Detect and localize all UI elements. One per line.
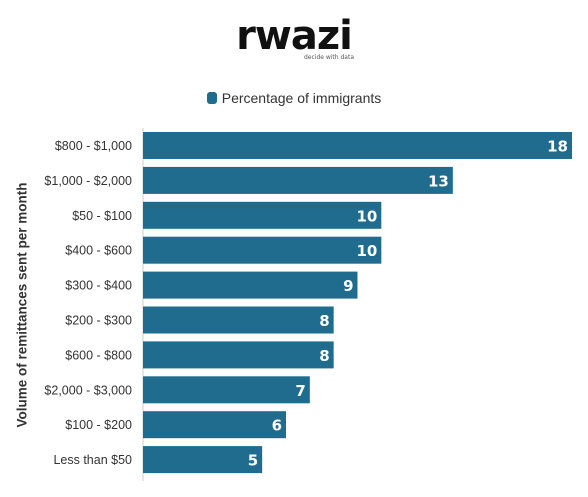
legend-swatch (206, 92, 217, 104)
y-tick-label: $2,000 - $3,000 (44, 383, 132, 397)
y-tick-label: $50 - $100 (72, 209, 132, 223)
y-tick-label: $600 - $800 (65, 348, 132, 362)
bar (143, 376, 310, 404)
y-tick-label: $400 - $600 (65, 244, 132, 258)
legend-label: Percentage of immigrants (221, 90, 382, 106)
y-tick-label: $100 - $200 (65, 418, 132, 432)
bar-value-label: 9 (343, 277, 353, 295)
y-tick-label: $1,000 - $2,000 (44, 174, 132, 188)
y-tick-label: $800 - $1,000 (55, 139, 132, 153)
brand-name: rwazi (236, 13, 353, 59)
bar (143, 411, 286, 439)
brand-tagline: decide with data (303, 54, 355, 61)
brand-logo: rwazi decide with data (0, 16, 588, 61)
bar (143, 341, 334, 369)
y-tick-label: Less than $50 (53, 453, 132, 467)
bar-value-label: 7 (295, 382, 305, 400)
bar-value-label: 6 (272, 417, 282, 435)
bar (143, 166, 453, 194)
y-tick-label: $300 - $400 (65, 279, 132, 293)
bar (143, 271, 358, 299)
bar-value-label: 10 (356, 207, 377, 225)
bar (143, 446, 263, 474)
bar-value-label: 8 (319, 312, 329, 330)
bar-value-label: 13 (428, 172, 449, 190)
chart-legend: Percentage of immigrants (0, 90, 588, 106)
bar-value-label: 5 (248, 452, 258, 470)
bar (143, 236, 382, 264)
bar-value-label: 18 (547, 138, 568, 156)
bar (143, 201, 382, 229)
y-tick-label: $200 - $300 (65, 314, 132, 328)
bar (143, 132, 572, 159)
bar-value-label: 10 (356, 242, 377, 260)
bar-value-label: 8 (319, 347, 329, 365)
bar (143, 306, 334, 334)
